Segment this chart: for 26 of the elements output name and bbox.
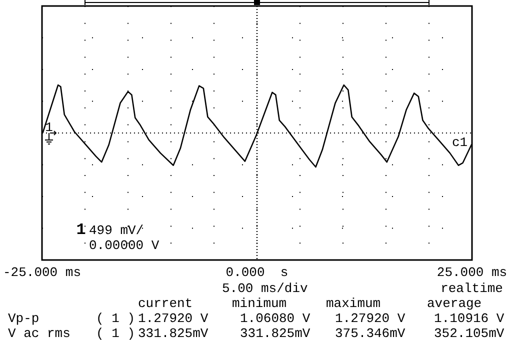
- text: 375.346mV: [335, 326, 406, 340]
- text: realtime: [440, 281, 503, 296]
- text: average: [427, 296, 482, 311]
- x-tick-label: 25.000 ms: [436, 265, 508, 280]
- text: current: [138, 296, 193, 311]
- x-tick-label: -25.000 ms: [2, 265, 82, 280]
- text: 331.825mV: [240, 326, 310, 340]
- text: 0.00000 V: [89, 238, 160, 253]
- text: 1.10916 V: [434, 311, 504, 326]
- text: Vp-p: [8, 311, 40, 326]
- text: 1.27920 V: [335, 311, 406, 326]
- x-tick-label: 0.000 s: [226, 265, 288, 280]
- text: 1.06080 V: [240, 311, 310, 326]
- text: maximum: [326, 296, 381, 311]
- text: minimum: [232, 296, 287, 311]
- text: 1.27920 V: [138, 311, 208, 326]
- annotation: c1: [452, 135, 468, 150]
- text: 352.105mV: [434, 326, 504, 340]
- text: 1: [76, 221, 86, 239]
- text: 499 mV/: [89, 223, 144, 238]
- text: ( 1 ): [96, 311, 136, 326]
- text: 5.00 ms/div: [222, 281, 308, 296]
- annotation: 1: [45, 120, 54, 135]
- text: 331.825mV: [138, 326, 208, 340]
- text: ( 1 ): [96, 326, 136, 340]
- text: V ac rms: [8, 326, 70, 340]
